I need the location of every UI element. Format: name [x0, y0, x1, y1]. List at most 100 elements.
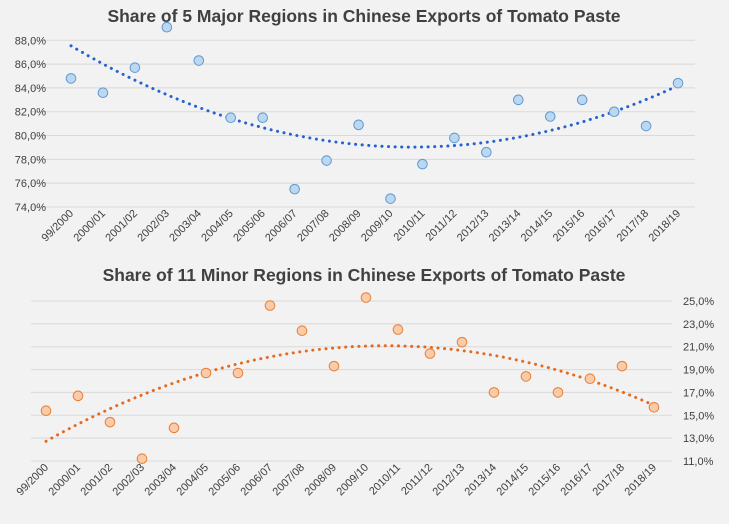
data-point — [513, 94, 524, 106]
data-point — [608, 106, 620, 118]
x-tick-label: 2017/18 — [615, 208, 652, 245]
y-tick-label: 86,0% — [15, 59, 46, 71]
data-point — [385, 193, 396, 204]
x-tick-label: 2003/04 — [143, 462, 180, 499]
x-tick-label: 2016/17 — [583, 208, 620, 245]
data-point — [136, 453, 148, 465]
y-tick-label: 13,0% — [683, 433, 714, 445]
data-point — [648, 401, 660, 413]
x-tick-label: 2007/08 — [295, 208, 332, 245]
data-point — [296, 325, 308, 337]
x-tick-label: 2001/02 — [79, 462, 116, 499]
x-tick-label: 2011/12 — [423, 208, 459, 244]
data-point — [264, 300, 276, 311]
x-tick-label: 2012/13 — [455, 208, 492, 245]
trendline — [69, 44, 680, 149]
x-tick-label: 2015/16 — [551, 208, 588, 245]
data-point — [129, 62, 141, 73]
data-point — [257, 112, 269, 123]
data-point — [353, 119, 364, 131]
x-tick-label: 2016/17 — [559, 462, 596, 499]
data-point — [584, 373, 596, 385]
x-tick-label: 2012/13 — [431, 462, 468, 499]
x-tick-label: 2011/12 — [399, 462, 435, 498]
major-regions-chart: 74,0% 76,0% 78,0% 80,0% 82,0% 84,0% 86,0% 88,0%… — [15, 21, 695, 245]
data-point — [193, 55, 205, 66]
data-point — [40, 405, 52, 417]
x-tick-label: 2008/09 — [327, 208, 364, 245]
data-point — [576, 94, 588, 106]
trendline — [44, 344, 656, 443]
y-tick-label: 88,0% — [15, 35, 46, 47]
data-point — [456, 336, 468, 348]
x-tick-label: 2017/18 — [591, 462, 628, 499]
x-tick-label: 2010/11 — [367, 462, 403, 498]
y-tick-label: 82,0% — [15, 107, 46, 119]
y-tick-label: 78,0% — [15, 154, 46, 166]
chart-title-major: Share of 5 Major Regions in Chinese Expo… — [107, 6, 620, 26]
data-point — [65, 73, 77, 84]
data-point — [449, 132, 460, 144]
x-tick-label: 2002/03 — [111, 462, 148, 499]
x-tick-label: 2014/15 — [495, 462, 532, 499]
data-point — [640, 120, 652, 132]
x-tick-label: 2018/19 — [623, 462, 660, 499]
minor-regions-chart: 11,0% 13,0% 15,0% 17,0% 19,0% 21,0% 23,0% 25,0%… — [15, 292, 714, 499]
data-point — [104, 416, 116, 428]
x-tick-label: 2001/02 — [103, 208, 140, 245]
y-tick-label: 80,0% — [15, 131, 46, 143]
data-point — [392, 324, 404, 335]
y-tick-label: 19,0% — [683, 365, 714, 377]
chart-title-minor: Share of 11 Minor Regions in Chinese Exp… — [103, 265, 626, 285]
y-tick-label: 23,0% — [683, 319, 714, 331]
x-tick-label: 2003/04 — [167, 208, 204, 245]
y-tick-label: 84,0% — [15, 83, 46, 95]
data-point — [424, 348, 436, 359]
data-point — [321, 155, 332, 166]
data-point — [232, 367, 244, 379]
x-tick-label: 2014/15 — [519, 208, 556, 245]
data-point — [161, 21, 173, 33]
x-tick-label: 99/2000 — [15, 462, 52, 499]
x-tick-label: 2006/07 — [239, 462, 276, 499]
x-tick-label: 2008/09 — [303, 462, 340, 499]
x-tick-label: 2000/01 — [47, 462, 84, 499]
data-point — [552, 387, 564, 398]
y-tick-label: 25,0% — [683, 296, 714, 308]
x-tick-label: 2005/06 — [207, 462, 244, 499]
data-point — [360, 292, 372, 303]
data-point — [168, 422, 180, 434]
y-tick-label: 17,0% — [683, 387, 714, 399]
y-tick-label: 74,0% — [15, 202, 46, 214]
x-tick-label: 2006/07 — [263, 208, 300, 245]
data-point — [520, 371, 532, 382]
x-tick-label: 2004/05 — [199, 208, 236, 245]
x-tick-label: 2009/10 — [335, 462, 372, 499]
y-tick-label: 15,0% — [683, 410, 714, 422]
x-tick-label: 2018/19 — [647, 208, 684, 245]
x-tick-label: 2005/06 — [231, 208, 268, 245]
x-tick-label: 2002/03 — [135, 208, 172, 245]
data-point — [672, 77, 684, 89]
data-point — [225, 112, 237, 123]
x-tick-label: 2010/11 — [392, 208, 428, 244]
x-tick-label: 2015/16 — [527, 462, 564, 499]
data-point — [97, 87, 109, 98]
data-point — [481, 146, 492, 158]
x-tick-label: 2000/01 — [71, 208, 108, 245]
data-point — [417, 158, 428, 170]
x-tick-label: 2004/05 — [175, 462, 212, 499]
x-tick-label: 2013/14 — [463, 462, 500, 499]
x-tick-label: 2009/10 — [359, 208, 396, 245]
data-point — [328, 360, 340, 372]
y-tick-label: 76,0% — [15, 178, 46, 190]
data-point — [616, 360, 628, 372]
data-point — [488, 387, 500, 398]
data-point — [289, 183, 300, 195]
data-point — [72, 390, 84, 402]
y-tick-label: 11,0% — [683, 456, 714, 468]
y-tick-label: 21,0% — [683, 342, 714, 354]
data-point — [200, 367, 212, 379]
x-tick-label: 2013/14 — [487, 208, 524, 245]
